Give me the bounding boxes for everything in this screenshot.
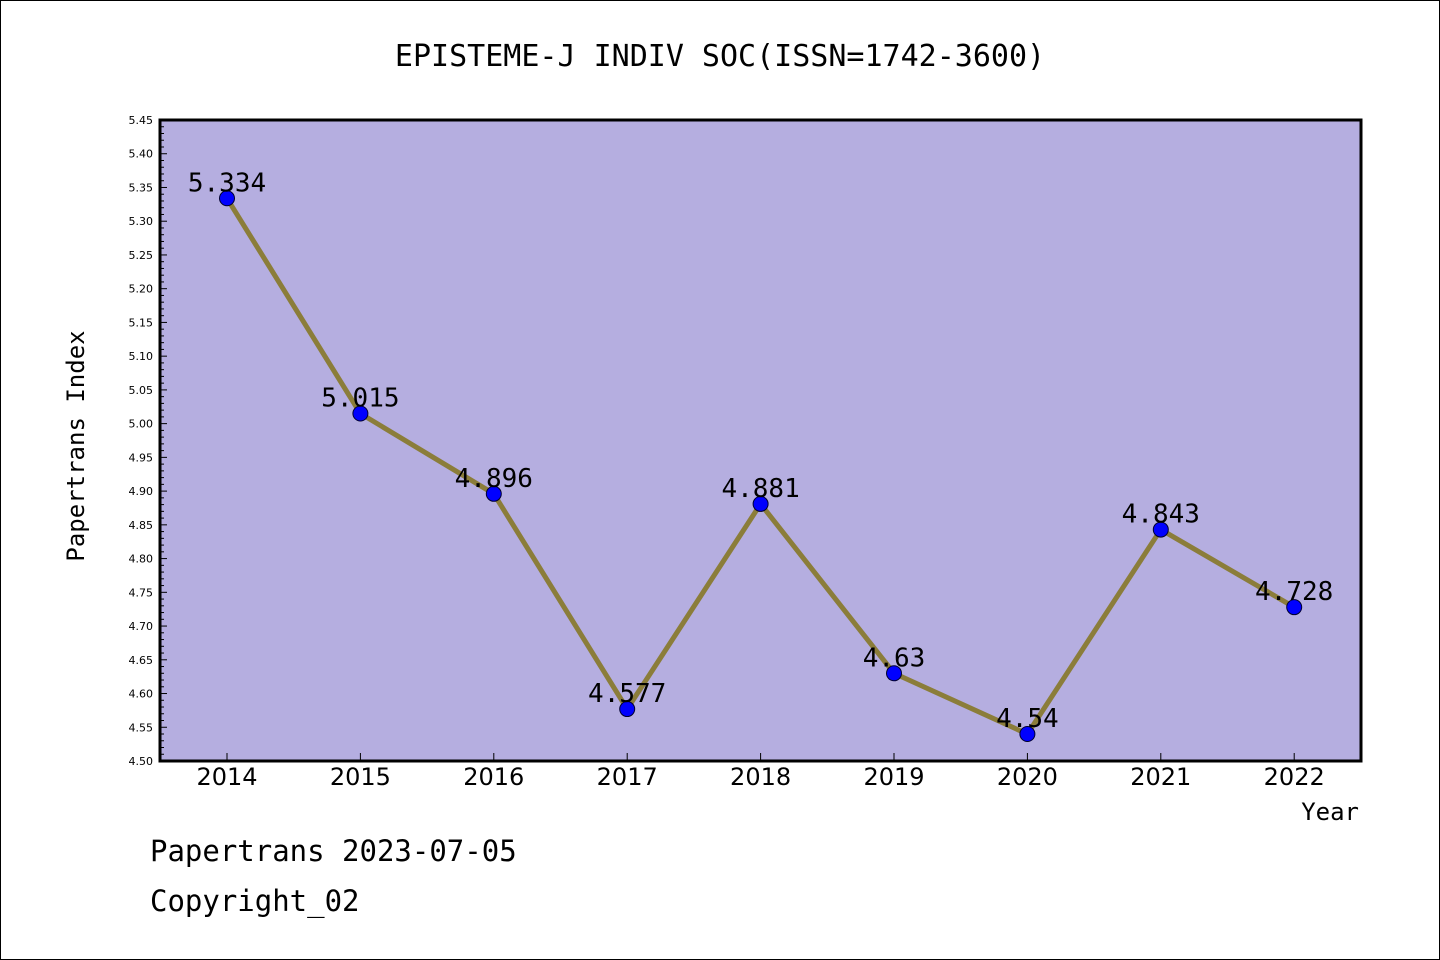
data-point bbox=[1019, 726, 1036, 743]
data-label: 4.881 bbox=[721, 474, 799, 504]
y-axis-label: Papertrans Index bbox=[62, 330, 90, 561]
y-tick-label: 4.95 bbox=[129, 451, 154, 464]
y-tick-label: 4.80 bbox=[129, 553, 154, 566]
y-tick-label: 5.05 bbox=[129, 384, 154, 397]
plot-area bbox=[158, 118, 1363, 763]
y-tick-label: 5.35 bbox=[129, 181, 154, 194]
y-axis: 4.50 4.55 4.60 4.65 4.70 4.75 4.80 4.85 4.90 4.95… bbox=[129, 114, 167, 768]
footer-copyright: Copyright_02 bbox=[150, 884, 360, 918]
y-tick-label: 5.40 bbox=[129, 148, 154, 161]
y-tick-label: 4.50 bbox=[129, 755, 154, 768]
x-tick-label: 2022 bbox=[1264, 763, 1325, 791]
data-point bbox=[886, 665, 902, 682]
data-point bbox=[1286, 599, 1303, 616]
y-tick-label: 4.70 bbox=[129, 620, 154, 633]
x-tick-label: 2020 bbox=[997, 763, 1058, 791]
data-label: 4.63 bbox=[863, 643, 926, 673]
data-markers bbox=[219, 190, 1303, 743]
y-tick-label: 4.90 bbox=[129, 485, 154, 498]
data-point bbox=[752, 495, 769, 512]
data-point bbox=[619, 701, 636, 718]
data-point bbox=[219, 190, 235, 207]
data-label: 5.334 bbox=[188, 168, 266, 198]
x-tick-label: 2019 bbox=[863, 763, 924, 791]
y-tick-label: 5.10 bbox=[129, 350, 154, 363]
y-tick-label: 4.55 bbox=[129, 721, 154, 734]
y-tick-label: 5.15 bbox=[129, 316, 154, 329]
data-label: 4.54 bbox=[996, 704, 1059, 734]
y-tick-label: 5.30 bbox=[129, 215, 154, 228]
data-point bbox=[485, 485, 502, 502]
data-label: 5.015 bbox=[321, 384, 399, 414]
y-tick-label: 5.45 bbox=[129, 114, 154, 127]
footer-date: Papertrans 2023-07-05 bbox=[150, 834, 517, 868]
x-axis: 2014 2015 2016 2017 2018 2019 2020 2021 2022 bbox=[196, 753, 1325, 791]
y-tick-label: 4.60 bbox=[129, 688, 154, 701]
data-label: 4.728 bbox=[1255, 577, 1333, 607]
x-tick-label: 2018 bbox=[730, 763, 791, 791]
x-axis-label: Year bbox=[1301, 798, 1359, 826]
y-tick-label: 4.65 bbox=[129, 654, 154, 667]
x-tick-label: 2014 bbox=[196, 763, 257, 791]
data-label: 4.843 bbox=[1122, 500, 1200, 530]
y-tick-label: 5.00 bbox=[129, 418, 154, 431]
data-labels: 5.334 5.015 4.896 4.577 4.881 4.63 4.54 4.843 4.… bbox=[188, 168, 1333, 734]
y-tick-label: 4.85 bbox=[129, 519, 154, 532]
x-tick-label: 2016 bbox=[463, 763, 524, 791]
chart-title: EPISTEME-J INDIV SOC(ISSN=1742-3600) bbox=[395, 39, 1045, 74]
y-tick-label: 5.25 bbox=[129, 249, 154, 262]
x-tick-label: 2017 bbox=[597, 763, 658, 791]
data-point bbox=[1152, 521, 1169, 538]
x-tick-label: 2021 bbox=[1130, 763, 1191, 791]
y-tick-label: 5.20 bbox=[129, 283, 154, 296]
x-tick-label: 2015 bbox=[330, 763, 391, 791]
data-label: 4.896 bbox=[455, 464, 533, 494]
y-tick-label: 4.75 bbox=[129, 586, 154, 599]
data-point bbox=[352, 405, 369, 422]
data-label: 4.577 bbox=[588, 679, 666, 709]
